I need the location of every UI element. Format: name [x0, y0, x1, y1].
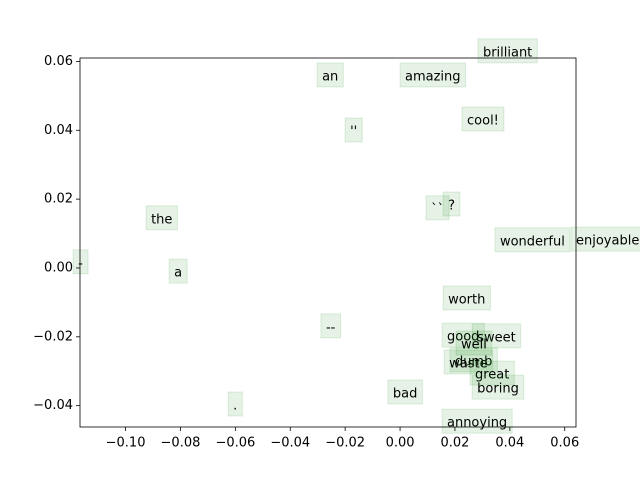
x-tick-label: −0.02: [325, 436, 365, 451]
label-box: [344, 117, 363, 143]
word-label: an: [322, 69, 338, 84]
y-tick-label: −0.04: [33, 398, 73, 413]
word-label: sweet: [477, 330, 516, 345]
label-box: [441, 322, 485, 348]
x-tick-label: −0.06: [215, 436, 255, 451]
x-tick-label: −0.04: [270, 436, 310, 451]
label-box: [471, 323, 522, 349]
label-box: [443, 349, 494, 375]
word-label: bad: [393, 386, 417, 401]
word-label: ?: [448, 199, 455, 214]
word-label: good: [447, 330, 479, 345]
y-tick-label: 0.06: [44, 54, 73, 69]
y-tick-label: 0.02: [44, 192, 73, 207]
x-tick-label: 0.04: [495, 436, 524, 451]
label-box: [455, 330, 493, 356]
label-box: [469, 360, 515, 386]
word-label: enjoyable: [576, 234, 639, 249]
x-tick-label: 0.02: [440, 436, 469, 451]
word-label: .: [233, 399, 237, 414]
word-label: brilliant: [483, 45, 532, 60]
label-box: [145, 205, 178, 231]
label-box: [320, 313, 342, 339]
label-box: [449, 347, 498, 373]
y-tick-label: −0.02: [33, 329, 73, 344]
y-tick-label: 0.04: [44, 123, 73, 138]
word-label: great: [475, 368, 509, 383]
label-box: [227, 391, 243, 417]
label-box: [471, 374, 525, 400]
word-label: the: [151, 212, 172, 227]
label-box: [441, 408, 513, 434]
label-box: [494, 227, 571, 253]
label-box: [461, 106, 505, 132]
label-box: [425, 195, 450, 221]
label-box: [387, 379, 423, 405]
word-label: a: [174, 266, 182, 281]
word-label: -: [78, 256, 83, 271]
x-tick-label: 0.00: [386, 436, 415, 451]
label-box: [168, 258, 188, 284]
label-box: [316, 62, 344, 88]
label-box: [399, 62, 467, 88]
word-label: worth: [448, 292, 485, 307]
x-tick-label: 0.06: [550, 436, 579, 451]
word-label: wonderful: [500, 234, 565, 249]
word-label: annoying: [447, 416, 507, 431]
word-label: boring: [477, 382, 519, 397]
y-tick-label: 0.00: [44, 260, 73, 275]
word-label: well: [461, 338, 487, 353]
word-label: --: [326, 320, 336, 335]
label-box: [442, 285, 491, 311]
word-label: ``: [431, 202, 444, 217]
axes-frame: [79, 57, 577, 428]
label-box: [570, 226, 640, 252]
word-label: '': [350, 125, 357, 140]
x-tick-label: −0.08: [161, 436, 201, 451]
word-label: dumb: [455, 354, 492, 369]
x-tick-label: −0.10: [106, 436, 146, 451]
label-box: [477, 38, 538, 64]
word-label: waste: [449, 357, 487, 372]
word-label: cool!: [467, 113, 499, 128]
label-box: [442, 191, 461, 217]
word-label: amazing: [405, 69, 461, 84]
